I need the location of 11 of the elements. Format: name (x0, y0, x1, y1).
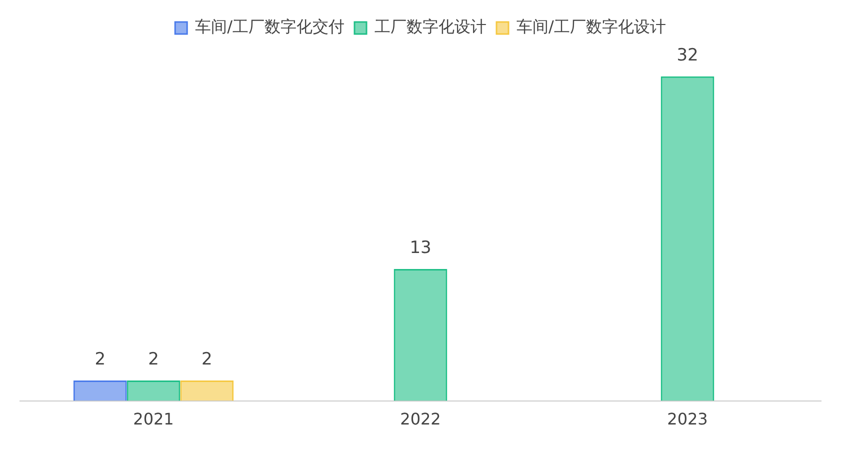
data-label: 13 (410, 238, 432, 258)
data-label: 2 (94, 349, 106, 370)
x-tick-label: 2023 (667, 410, 708, 429)
x-tick-label: 2022 (400, 410, 441, 429)
data-label: 2 (201, 349, 212, 370)
data-label: 32 (676, 45, 698, 66)
legend-label: 车间/工厂数字化设计 (516, 17, 666, 36)
data-label: 2 (148, 349, 159, 370)
x-tick-label: 2021 (133, 410, 174, 429)
legend-label: 车间/工厂数字化交付 (195, 17, 344, 36)
legend-label: 工厂数字化设计 (374, 17, 486, 36)
